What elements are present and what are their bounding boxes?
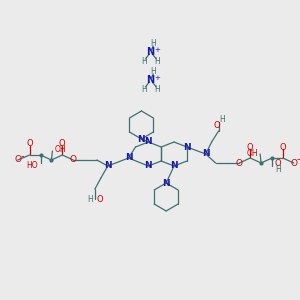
Text: H: H	[150, 40, 156, 49]
Text: N: N	[125, 154, 132, 163]
Text: O: O	[14, 155, 21, 164]
Text: H: H	[142, 85, 147, 94]
Text: N: N	[146, 47, 154, 57]
Text: H: H	[150, 68, 156, 76]
Text: H: H	[154, 56, 160, 65]
Text: OH: OH	[54, 146, 66, 154]
Text: H: H	[275, 164, 281, 173]
Text: H: H	[154, 85, 160, 94]
Text: O: O	[26, 140, 33, 148]
Text: H: H	[220, 116, 225, 124]
Text: -: -	[297, 154, 300, 164]
Text: +: +	[154, 47, 160, 53]
Text: O: O	[280, 142, 286, 152]
Text: N: N	[170, 161, 178, 170]
Text: N: N	[183, 142, 191, 152]
Text: N: N	[138, 134, 145, 143]
Text: O: O	[236, 158, 243, 167]
Text: O: O	[247, 142, 253, 152]
Text: H: H	[142, 56, 147, 65]
Text: O: O	[59, 140, 66, 148]
Text: O: O	[275, 160, 282, 169]
Text: N: N	[145, 161, 152, 170]
Text: +: +	[154, 75, 160, 81]
Text: O: O	[97, 196, 104, 205]
Text: N: N	[146, 75, 154, 85]
Text: OH: OH	[247, 148, 258, 158]
Text: H: H	[87, 196, 93, 205]
Text: N: N	[104, 161, 112, 170]
Text: O: O	[70, 155, 77, 164]
Text: N: N	[145, 137, 152, 146]
Text: N: N	[202, 149, 209, 158]
Text: O: O	[213, 121, 220, 130]
Text: HO: HO	[26, 161, 38, 170]
Text: N: N	[162, 178, 170, 188]
Text: -: -	[21, 151, 25, 161]
Text: O: O	[290, 158, 297, 167]
